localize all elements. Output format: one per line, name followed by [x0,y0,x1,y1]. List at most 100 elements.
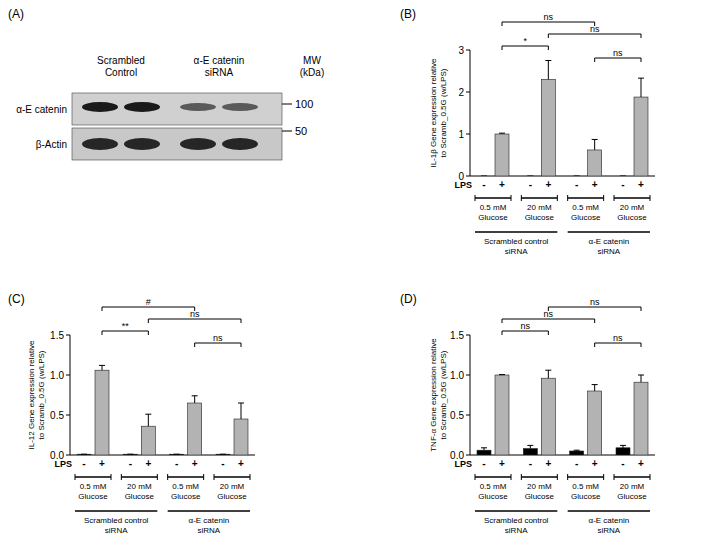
error-cap [527,176,533,177]
significance-bracket [548,34,641,38]
text-line: Glucose [478,213,508,222]
y-axis [470,335,471,455]
group-label: 0.5 mMGlucose [78,482,108,501]
bracket-end [594,58,595,62]
x-tick-label: - [129,458,132,469]
bar [141,426,155,455]
text-line: to Scramb_0.5G (w/LPS) [439,350,448,439]
significance-label: ns [613,333,623,343]
bar [523,176,537,177]
row-label: α-E catenin [16,104,67,115]
group-bracket [521,476,557,478]
group-bracket-end [614,195,615,201]
bracket-end [548,331,549,335]
error-cap [481,447,487,448]
group-bracket [521,197,557,199]
error-bar [574,450,580,452]
bracket-end [641,34,642,38]
x-tick-label: + [545,179,551,190]
mw-label: 50 [295,125,307,137]
group-bracket-end [614,474,615,480]
text-line: 20 mM [127,482,152,491]
bar [216,454,230,455]
text-line: Scrambled control [84,516,149,525]
lane-label: α-E cateninsiRNA [194,55,245,78]
y-tick-label: 0.5 [50,410,64,421]
bracket-end [102,307,103,311]
mw-tick [282,104,292,105]
text-line: MW [303,55,321,66]
y-axis-label: IL-1β Gene expression relativeto Scramb_… [429,58,448,168]
significance-label: ns [590,297,600,307]
error-cap [592,384,598,385]
group-bracket-end [475,474,476,480]
text-line: 20 mM [620,203,645,212]
y-tick [466,415,470,416]
text-line: 0.5 mM [572,203,599,212]
panel-label: (C) [8,292,25,306]
y-axis [470,50,471,176]
y-tick [466,176,470,177]
error-cap [220,454,226,455]
error-cap [99,365,105,366]
significance-bracket [102,307,195,311]
group-bracket [75,476,111,478]
significance-label: ns [520,321,530,331]
bar [588,150,602,176]
bracket-end [148,319,149,323]
panel-label: (B) [400,7,416,21]
group-bracket-end [557,195,558,201]
y-axis-label: TNF-α Gene expression relativeto Scramb_… [429,338,448,452]
group-label: 20 mMGlucose [617,482,647,501]
row-label: β-Actin [36,139,67,150]
error-bar [481,176,487,177]
significance-label: * [523,36,527,46]
group-bracket-end [521,195,522,201]
significance-label: ns [590,24,600,34]
x-tick-label: + [545,458,551,469]
bar [634,382,648,455]
error-line [594,139,595,150]
group-bracket-end [121,474,122,480]
bar [634,97,648,176]
y-tick-label: 1.0 [50,370,64,381]
text-line: siRNA [105,526,128,535]
text-line: siRNA [205,67,234,78]
text-line: 0.5 mM [80,482,107,491]
bracket-end [502,331,503,335]
blot-band [124,138,160,150]
error-bar [545,61,551,80]
error-cap [638,375,644,376]
bar [541,378,555,455]
bracket-end [148,331,149,335]
bar [170,454,184,455]
x-tick-label: + [499,179,505,190]
error-bar [527,445,533,448]
error-cap [145,414,151,415]
error-bar [145,414,151,426]
bars [77,365,248,455]
group-bracket [121,476,157,478]
group-bracket-end [603,195,604,201]
error-line [241,403,242,419]
text-line: Scrambled control [484,237,549,246]
group-bracket-end [511,195,512,201]
text-line: siRNA [597,526,620,535]
group-bracket-end [650,195,651,201]
error-cap [481,176,487,177]
error-cap [174,454,180,455]
y-axis-label: IL-12 Gene expression relativeto Scramb_… [27,340,46,450]
super-group-line [168,510,250,512]
bracket-end [641,343,642,347]
y-tick [66,375,70,376]
y-tick [466,92,470,93]
text-line: 0.5 mM [172,482,199,491]
blot-band [180,138,216,150]
significance-label: ns [544,309,554,319]
y-axis [70,335,71,455]
x-tick-label: + [499,458,505,469]
error-cap [620,176,626,177]
text-line: siRNA [505,247,528,256]
error-line [548,370,549,378]
group-bracket-end [167,474,168,480]
